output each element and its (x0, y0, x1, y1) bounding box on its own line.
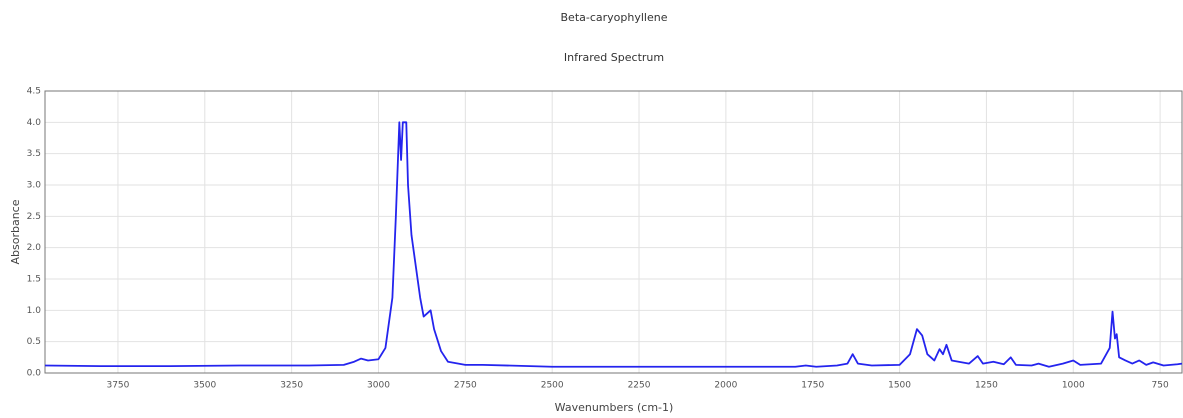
spectrum-line (44, 121, 1183, 368)
x-tick-label: 1250 (975, 381, 998, 391)
x-tick-label: 2500 (541, 381, 564, 391)
y-tick-label: 2.0 (27, 243, 42, 253)
y-tick-label: 3.0 (27, 181, 42, 191)
x-tick-label: 3000 (367, 381, 390, 391)
x-tick-label: 750 (1152, 381, 1169, 391)
x-axis-label: Wavenumbers (cm-1) (555, 401, 674, 414)
x-tick-label: 2750 (454, 381, 477, 391)
x-tick-label: 2000 (714, 381, 737, 391)
x-tick-label: 1000 (1062, 381, 1085, 391)
x-tick-label: 3250 (280, 381, 303, 391)
y-tick-label: 1.5 (27, 275, 41, 285)
x-tick-label: 3500 (193, 381, 216, 391)
y-tick-label: 3.5 (27, 149, 41, 159)
x-tick-label: 3750 (106, 381, 129, 391)
chart-title: Beta-caryophyllene (561, 11, 668, 24)
y-tick-label: 1.0 (27, 306, 42, 316)
y-tick-label: 0.0 (27, 369, 42, 379)
y-tick-label: 2.5 (27, 212, 41, 222)
chart-subtitle: Infrared Spectrum (564, 51, 664, 64)
plot-frame (44, 90, 1183, 374)
x-tick-label: 1500 (888, 381, 911, 391)
y-tick-label: 4.0 (27, 118, 42, 128)
x-tick-label: 2250 (628, 381, 651, 391)
y-axis-label: Absorbance (9, 199, 22, 264)
y-tick-label: 0.5 (27, 337, 41, 347)
x-tick-label: 1750 (801, 381, 824, 391)
y-tick-label: 4.5 (27, 87, 41, 97)
